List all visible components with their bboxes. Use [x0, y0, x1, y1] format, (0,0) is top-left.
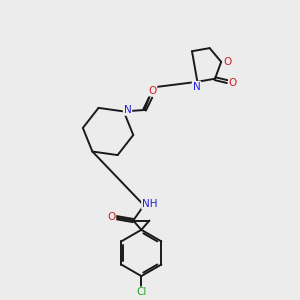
Text: O: O — [107, 212, 116, 222]
Text: O: O — [224, 57, 232, 67]
Text: NH: NH — [142, 199, 158, 209]
Text: Cl: Cl — [136, 287, 146, 297]
Text: N: N — [193, 82, 200, 92]
Text: O: O — [148, 85, 157, 96]
Text: N: N — [124, 105, 131, 115]
Text: O: O — [229, 78, 237, 88]
